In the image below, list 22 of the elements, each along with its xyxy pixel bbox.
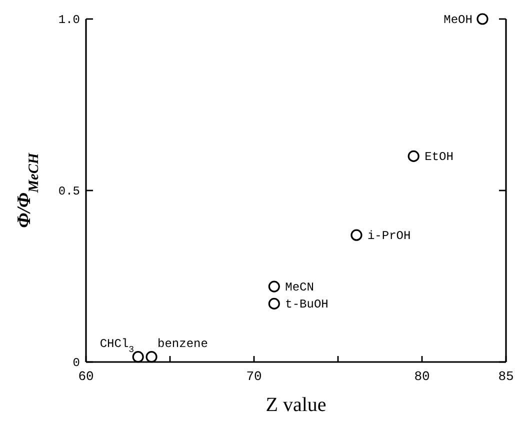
- annotation: t-BuOH: [285, 298, 328, 312]
- point: [350, 229, 362, 241]
- point: [268, 298, 280, 310]
- annotation: MeCN: [285, 280, 314, 295]
- x-axis-title: Z value: [266, 394, 326, 416]
- y-tick-label: 0.5: [58, 184, 80, 198]
- annotation: i-PrOH: [367, 229, 411, 244]
- x-tick-label: 70: [246, 369, 262, 384]
- annotation: benzene: [158, 336, 208, 351]
- annotation: EtOH: [424, 150, 454, 164]
- x-tick-label: 60: [78, 369, 94, 384]
- y-tick-label: 1.0: [58, 13, 80, 27]
- annotation: CHCl$_{3}$: [100, 336, 134, 355]
- point: [132, 351, 144, 363]
- x-tick-label: 80: [414, 369, 430, 384]
- x-tick-label: 85: [498, 369, 514, 384]
- point: [408, 150, 420, 162]
- annotation: MeOH: [444, 13, 472, 27]
- point: [476, 13, 488, 25]
- y-tick-label: 0: [72, 356, 80, 370]
- point: [146, 351, 158, 363]
- point: [268, 280, 280, 292]
